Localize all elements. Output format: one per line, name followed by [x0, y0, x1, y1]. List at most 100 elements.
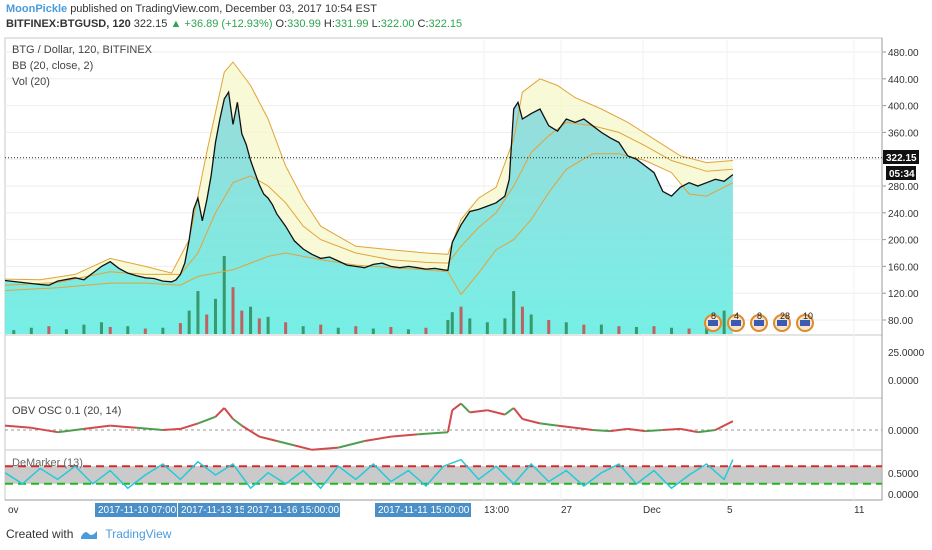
obv-segment: [451, 402, 462, 411]
obv-segment: [162, 427, 181, 431]
obv-legend: OBV OSC 0.1 (20, 14): [12, 405, 121, 417]
volume-bar: [485, 322, 489, 334]
obv-segment: [417, 431, 448, 436]
event-count: 10: [803, 311, 813, 321]
price-area: [5, 92, 733, 334]
time-axis-label: 5: [727, 505, 733, 516]
obv-segment: [276, 440, 295, 447]
volume-bar: [231, 287, 235, 334]
vol-legend: Vol (20): [12, 76, 50, 88]
volume-bar: [301, 326, 305, 334]
obv-segment: [645, 429, 663, 433]
obv-segment: [241, 424, 260, 438]
obv-segment: [714, 420, 734, 431]
volume-bar: [512, 291, 516, 334]
obv-segment: [294, 444, 313, 451]
volume-bar: [670, 327, 674, 334]
obv-segment: [627, 427, 646, 433]
panel2-tick-0: 25.0000: [888, 348, 925, 359]
obv-segment: [680, 427, 699, 434]
time-highlight-box: [178, 503, 260, 517]
time-axis-label: 11: [854, 505, 865, 516]
obv-segment: [512, 407, 524, 420]
time-highlight-label: 2017-11-11 15:00:00: [378, 505, 470, 516]
volume-bar: [126, 326, 130, 334]
obv-segment: [574, 426, 593, 431]
bb-lower-line: [4, 153, 734, 296]
symbol-name: BITFINEX:BTGUSD, 120: [6, 18, 131, 30]
dm-tick-0: 0.5000: [888, 469, 919, 480]
bollinger-bands: [4, 61, 734, 296]
bb-middle-line: [4, 121, 733, 286]
obv-segment: [504, 407, 515, 416]
volume-bar: [468, 318, 472, 334]
demarker-line: [4, 458, 734, 490]
volume-bar: [520, 306, 524, 334]
volume-bar: [64, 329, 68, 334]
volume-bar: [634, 326, 638, 334]
obv-segment: [662, 427, 681, 431]
volume-bar: [29, 327, 33, 334]
panel2-tick-1: 0.0000: [888, 376, 919, 387]
time-highlight-box: [95, 503, 177, 517]
dm-tick-1: 0.0000: [888, 490, 919, 501]
countdown-text: 05:34: [889, 169, 915, 180]
volume-bar: [249, 306, 253, 334]
bb-upper-line: [4, 61, 733, 281]
tradingview-logo-icon: [81, 531, 98, 539]
price-tick-label: 480.00: [888, 48, 919, 59]
price-line-group: [4, 90, 734, 286]
price-tick-label: 120.00: [888, 289, 919, 300]
obv-segment: [364, 435, 392, 442]
price-axis[interactable]: 480.00440.00400.00360.00320.00280.00240.…: [882, 48, 919, 327]
obv-segment: [610, 427, 628, 433]
volume-bar: [336, 327, 340, 334]
obv-segment: [214, 407, 225, 418]
demarker-lines: [4, 458, 882, 490]
time-highlight-box: [244, 503, 340, 517]
price-tick-label: 80.00: [888, 316, 913, 327]
volume-bar: [599, 324, 603, 334]
event-icons[interactable]: 8 4 8 28 10: [704, 311, 814, 332]
event-count: 4: [734, 311, 739, 321]
event-flag-stripes: [731, 320, 741, 326]
time-axis[interactable]: ov 13:00 27 Dec 5 11 2017-11-10 07:00 2017-11-1…: [8, 503, 865, 517]
volume-bar: [547, 319, 551, 334]
time-highlight-label: 2017-11-10 07:00: [98, 505, 177, 516]
event-count: 8: [757, 311, 762, 321]
time-axis-label: 27: [561, 505, 573, 516]
change-text: ▲ +36.89 (+12.93%): [170, 18, 273, 30]
obv-tick-0: 0.0000: [888, 426, 919, 437]
obv-segment: [311, 446, 339, 451]
volume-bar: [12, 330, 16, 334]
price-tick-label: 400.00: [888, 102, 919, 113]
volume-bar: [266, 316, 270, 334]
obv-segment: [110, 424, 137, 429]
created-with-text: Created with: [6, 527, 74, 541]
volume-bar: [687, 328, 691, 334]
high-label: H:: [323, 18, 335, 30]
volume-bar: [257, 318, 261, 334]
price-tick-label: 200.00: [888, 236, 919, 247]
volume-bar: [161, 327, 165, 334]
volume-bar: [389, 326, 393, 334]
bb-legend: BB (20, close, 2): [12, 60, 93, 72]
price-tick-label: 160.00: [888, 262, 919, 273]
price-tick-label: 280.00: [888, 182, 919, 193]
obv-segment: [136, 426, 163, 431]
author-link[interactable]: MoonPickle: [6, 3, 68, 15]
tradingview-link[interactable]: TradingView: [105, 527, 172, 541]
volume-bar: [652, 326, 656, 334]
volume-bars: [12, 256, 726, 334]
time-axis-label: 13:00: [484, 505, 509, 516]
series-legend: BTG / Dollar, 120, BITFINEX: [12, 44, 153, 56]
obv-segment: [31, 426, 58, 434]
time-axis-label: Dec: [643, 505, 661, 516]
obv-segment: [232, 418, 243, 427]
volume-bar: [529, 314, 533, 334]
volume-bar: [240, 310, 244, 334]
obv-segment: [197, 415, 216, 425]
price-tick-label: 240.00: [888, 209, 919, 220]
high-value: 331.99: [334, 18, 369, 30]
